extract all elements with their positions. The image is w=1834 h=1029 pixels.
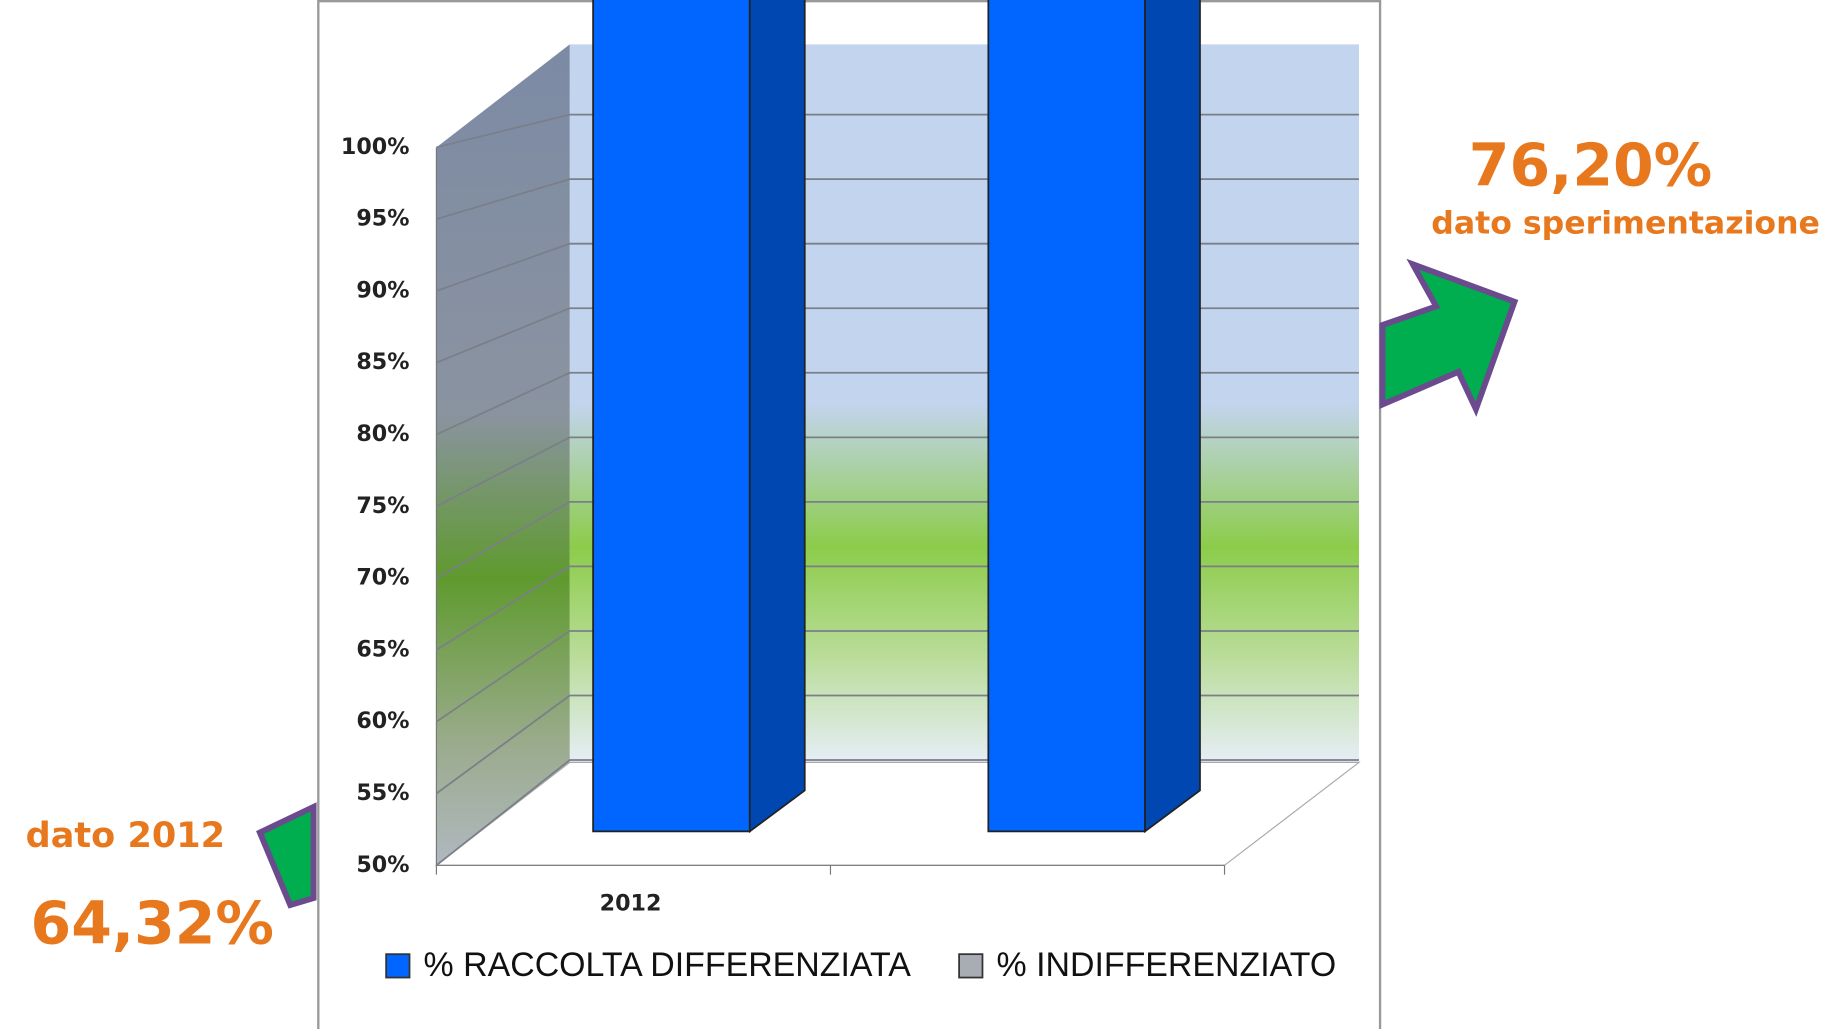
floor: [434, 761, 1361, 866]
bar-front: [987, 0, 1146, 833]
legend-swatch: [958, 953, 984, 979]
y-tick-label: 80%: [356, 421, 409, 447]
annotation: 64,32%: [31, 889, 274, 957]
arrow-up: [1379, 258, 1519, 417]
legend-swatch: [385, 953, 411, 979]
y-tick-label: 85%: [356, 349, 409, 375]
annotation: dato sperimentazione: [1431, 206, 1820, 242]
y-tick-label: 60%: [356, 708, 409, 734]
x-tick-label: 2012: [600, 890, 662, 916]
legend-label: % RACCOLTA DIFFERENZIATA: [424, 946, 912, 984]
y-tick-label: 75%: [356, 493, 409, 519]
y-tick-label: 90%: [356, 277, 409, 303]
legend-label: % INDIFFERENZIATO: [997, 946, 1337, 984]
annotation: 76,20%: [1469, 132, 1712, 200]
y-tick-label: 65%: [356, 636, 409, 662]
bar-side: [748, 0, 806, 834]
y-tick-label: 50%: [356, 852, 409, 878]
y-tick-label: 70%: [356, 565, 409, 591]
bar-front: [592, 0, 751, 833]
bars: [592, 0, 1201, 834]
y-tick-label: 95%: [356, 206, 409, 232]
annotation: dato 2012: [26, 815, 225, 856]
labels: 50% 55% 60% 65% 70% 75% 80% 85% 90% 95% 100% 2012: [341, 134, 661, 917]
side-wall: [436, 44, 570, 866]
y-tick-label: 55%: [356, 780, 409, 806]
bar-side: [1144, 0, 1201, 834]
y-tick-label: 100%: [341, 134, 410, 160]
legend: % RACCOLTA DIFFERENZIATA % INDIFFERENZIAT…: [385, 946, 1337, 984]
arrow-left: [256, 802, 317, 909]
